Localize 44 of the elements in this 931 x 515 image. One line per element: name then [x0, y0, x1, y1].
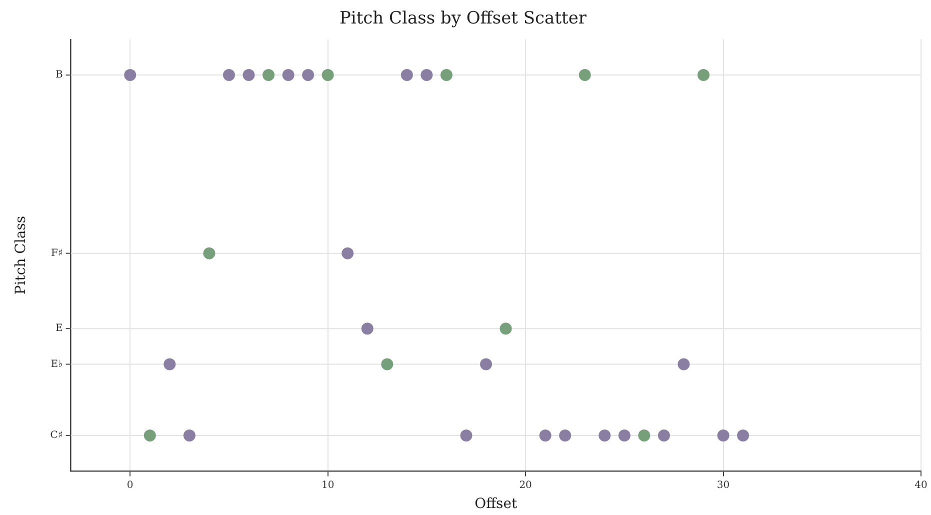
point — [262, 69, 275, 82]
x-tick-label: 20 — [519, 480, 532, 491]
x-tick-label: 30 — [716, 480, 730, 491]
ref-line-label: C♯ — [50, 430, 63, 442]
point — [322, 69, 334, 82]
ref-line-label: F♯ — [51, 248, 63, 259]
point — [618, 430, 630, 442]
point — [598, 430, 611, 442]
point — [124, 69, 136, 82]
x-axis-title: Offset — [474, 496, 518, 512]
point — [183, 430, 196, 442]
point — [144, 430, 156, 442]
point — [381, 358, 394, 370]
x-tick-label: 40 — [914, 480, 928, 491]
point — [222, 69, 235, 82]
point — [400, 69, 413, 82]
point — [539, 430, 552, 442]
x-tick-label: 10 — [321, 480, 334, 491]
point — [361, 322, 374, 335]
point — [302, 69, 314, 82]
point — [282, 69, 294, 82]
point — [164, 358, 176, 370]
point — [342, 247, 354, 260]
point — [420, 69, 433, 82]
ref-line-label: E — [55, 323, 63, 334]
x-tick-label: 0 — [126, 480, 134, 491]
point — [658, 430, 670, 442]
point — [717, 430, 730, 442]
ref-line-label: B — [55, 70, 63, 81]
point — [203, 247, 216, 260]
point — [638, 430, 650, 442]
point — [480, 358, 492, 370]
point — [737, 430, 750, 442]
point — [242, 69, 255, 82]
point — [559, 430, 572, 442]
point — [500, 322, 512, 335]
point — [440, 69, 452, 82]
point — [698, 69, 710, 82]
point — [578, 69, 591, 82]
ref-line-label: E♭ — [50, 358, 63, 370]
chart-title: Pitch Class by Offset Scatter — [339, 8, 588, 29]
point — [460, 430, 472, 442]
y-axis-title: Pitch Class — [13, 216, 30, 295]
point — [678, 358, 690, 370]
